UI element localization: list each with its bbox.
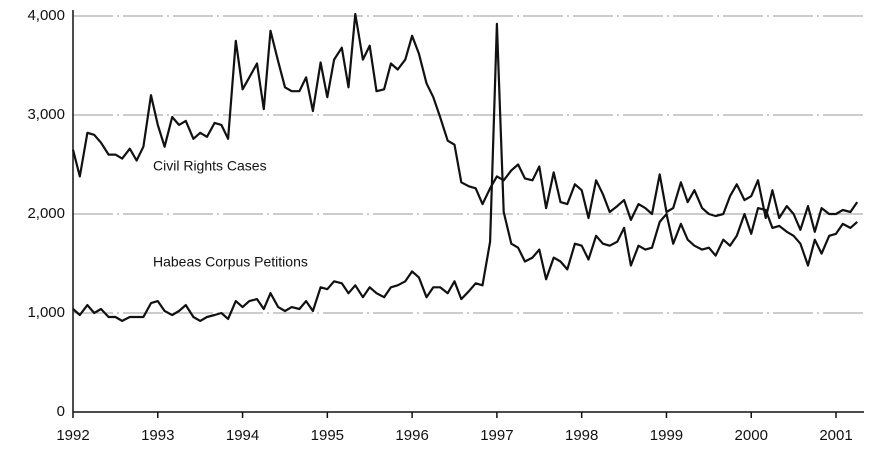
x-tick-label: 1997 bbox=[480, 427, 513, 444]
x-tick-label: 2000 bbox=[735, 427, 768, 444]
x-tick-label: 2001 bbox=[819, 427, 852, 444]
y-tick-label: 3,000 bbox=[27, 106, 65, 123]
x-tick-label: 1999 bbox=[650, 427, 683, 444]
y-tick-label: 1,000 bbox=[27, 304, 65, 321]
x-tick-label: 1993 bbox=[141, 427, 174, 444]
y-tick-label: 2,000 bbox=[27, 205, 65, 222]
x-tick-label: 1996 bbox=[395, 427, 428, 444]
x-tick-label: 1995 bbox=[311, 427, 344, 444]
series-label: Habeas Corpus Petitions bbox=[153, 254, 308, 270]
y-tick-label: 0 bbox=[57, 403, 65, 420]
x-tick-label: 1992 bbox=[56, 427, 89, 444]
y-tick-label: 4,000 bbox=[27, 7, 65, 24]
x-tick-label: 1998 bbox=[565, 427, 598, 444]
series-line bbox=[72, 22, 858, 322]
series-label: Civil Rights Cases bbox=[153, 158, 267, 174]
series-line bbox=[71, 12, 859, 233]
x-tick-label: 1994 bbox=[226, 427, 259, 444]
